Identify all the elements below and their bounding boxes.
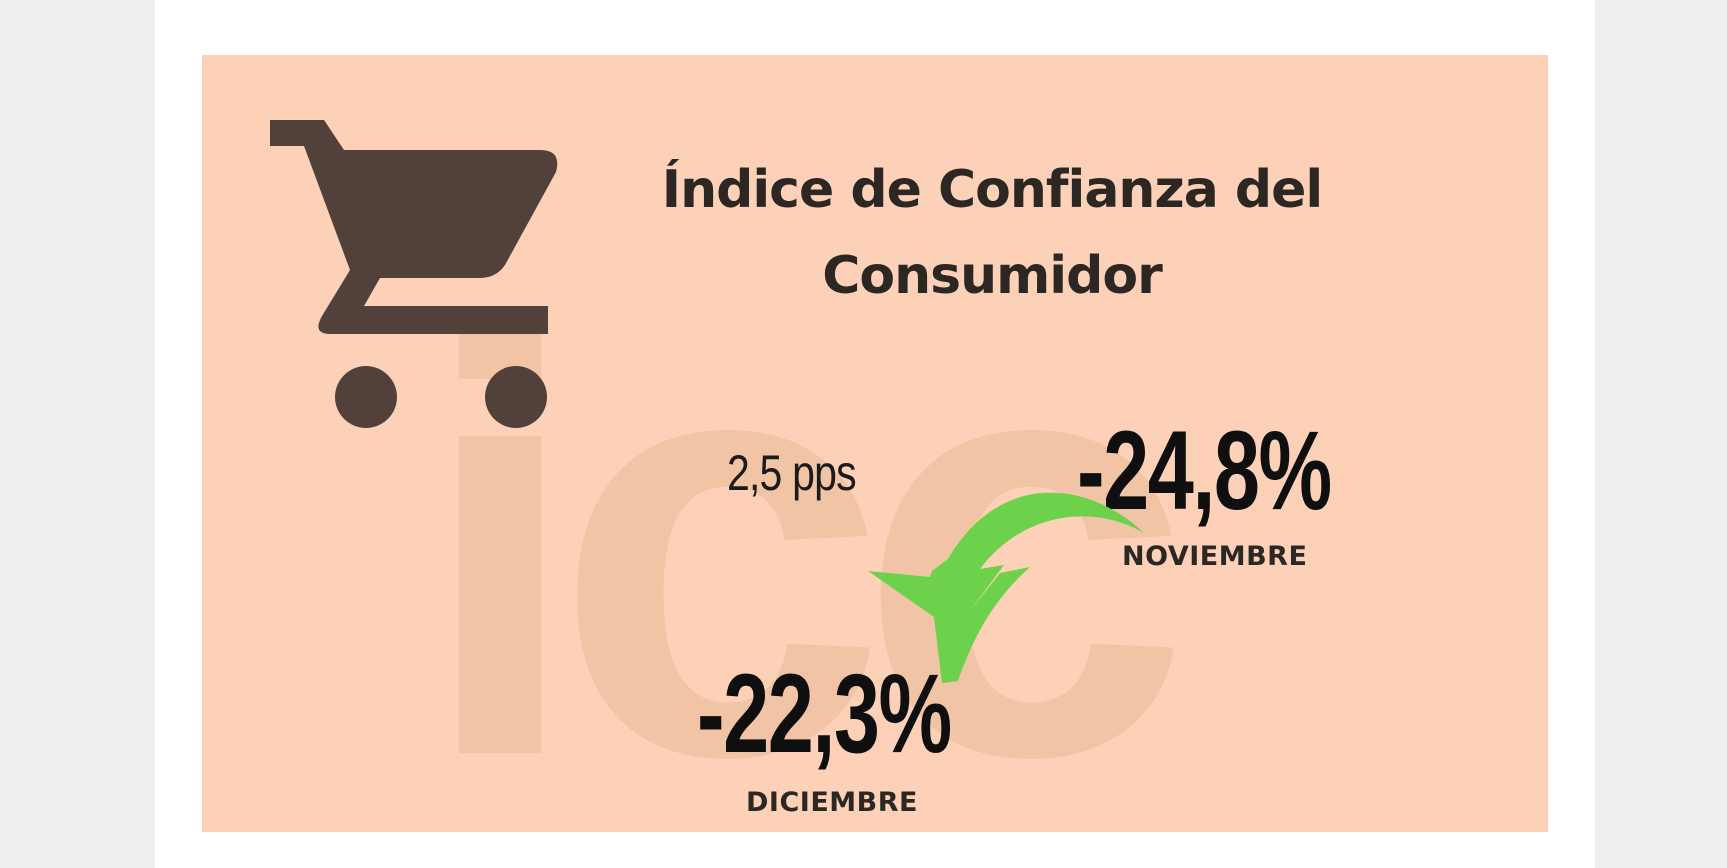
title-line-2: Consumidor <box>822 246 1162 306</box>
change-in-points: 2,5 pps <box>727 445 857 501</box>
curved-down-arrow-icon <box>868 492 1144 683</box>
december-label: DICIEMBRE <box>746 787 918 818</box>
november-label: NOVIEMBRE <box>1122 541 1308 572</box>
icc-watermark: icc <box>417 211 1206 832</box>
page-title: Índice de Confianza del Consumidor <box>642 147 1342 319</box>
november-value: -24,8% <box>1077 408 1332 533</box>
icc-infographic: icc Índice de Confianza del Consumidor 2… <box>202 55 1548 832</box>
watermark-text: icc <box>417 211 1176 832</box>
title-line-1: Índice de Confianza del <box>661 160 1323 220</box>
december-value: -22,3% <box>697 651 952 776</box>
shopping-cart-icon <box>270 120 558 428</box>
